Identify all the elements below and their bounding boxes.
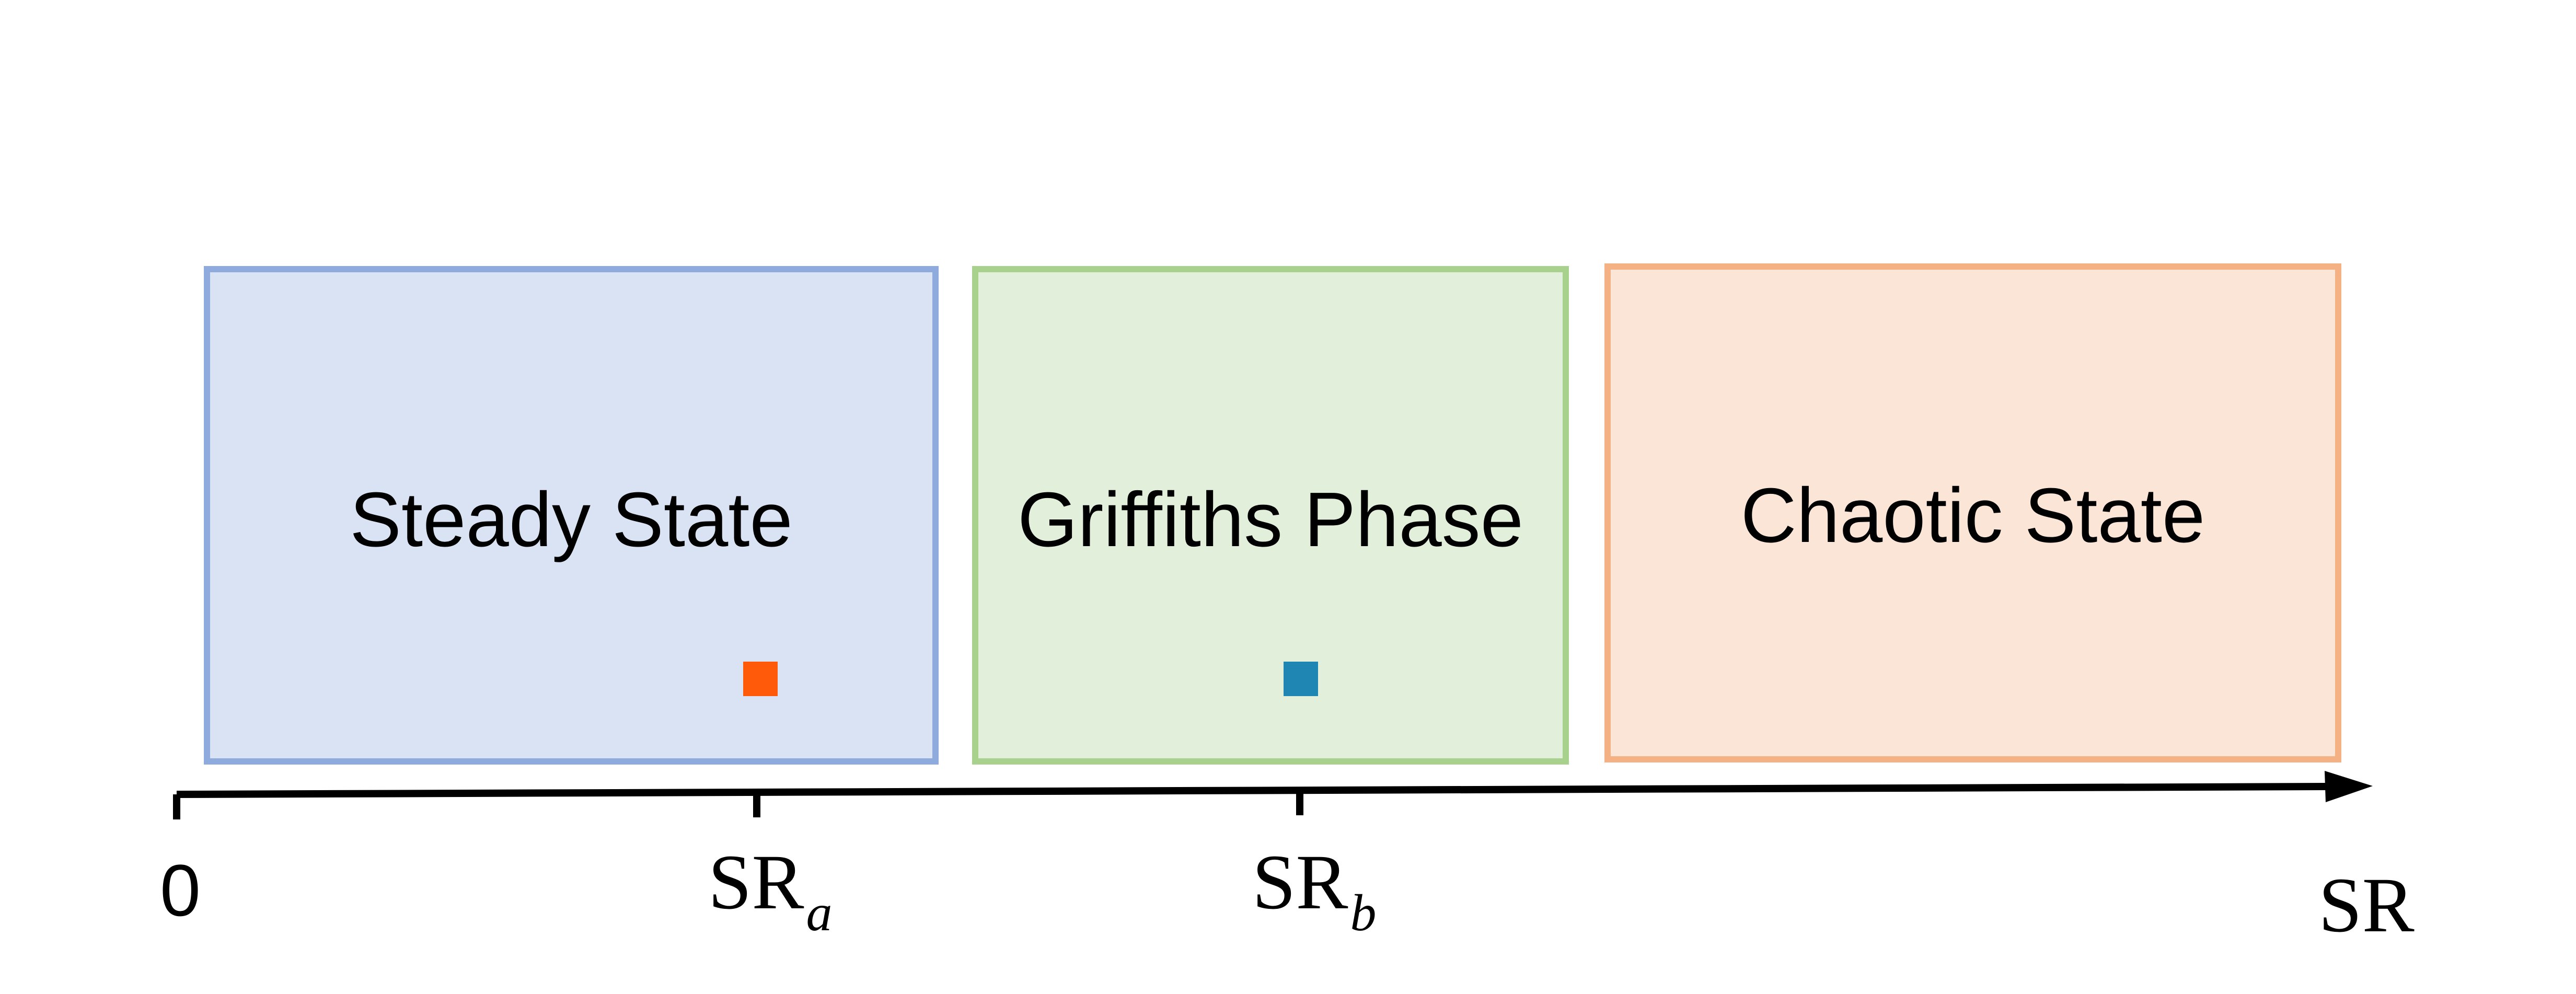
- region-chaotic-state-border: [1604, 263, 2341, 762]
- blue-square-marker: [1284, 662, 1318, 696]
- axis-tick-label-sra-sub: a: [806, 884, 832, 942]
- region-steady-state-label: Steady State: [350, 477, 792, 563]
- region-griffiths-phase-border: [972, 266, 1569, 765]
- axis-tick-label-srb: SRb: [1252, 839, 1376, 942]
- region-chaotic-state-label: Chaotic State: [1741, 472, 2205, 559]
- axis-tick-label-sra-base: SR: [708, 839, 804, 926]
- axis-tick-label-sra: SRa: [708, 839, 832, 942]
- axis-arrowhead: [2325, 771, 2373, 802]
- axis-end-label: SR: [2318, 862, 2414, 949]
- orange-square-marker: [743, 662, 778, 696]
- region-griffiths-phase-box: [975, 269, 1566, 761]
- region-griffiths-phase: Griffiths Phase: [972, 266, 1569, 765]
- axis-tick-label-srb-base: SR: [1252, 839, 1348, 926]
- axis-line: [176, 783, 2331, 798]
- region-steady-state-box: [207, 269, 935, 761]
- region-chaotic-state: Chaotic State: [1604, 263, 2341, 762]
- region-chaotic-state-box: [1608, 267, 2338, 759]
- region-steady-state: Steady State: [204, 266, 939, 765]
- axis-tick-label-srb-sub: b: [1350, 884, 1376, 942]
- region-steady-state-border: [204, 266, 939, 765]
- sr-axis: [173, 771, 2373, 819]
- axis-origin-label: 0: [160, 849, 201, 931]
- region-griffiths-phase-label: Griffiths Phase: [1018, 477, 1523, 563]
